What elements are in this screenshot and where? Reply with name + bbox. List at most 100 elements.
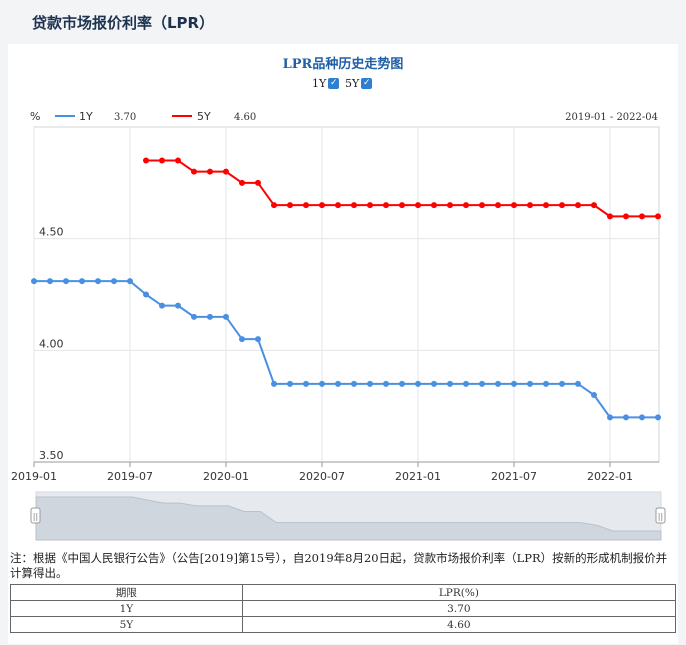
data-point-1y[interactable] xyxy=(223,313,229,320)
series-lines xyxy=(31,157,661,421)
data-point-5y[interactable] xyxy=(223,168,229,175)
data-point-1y[interactable] xyxy=(655,414,661,421)
data-point-1y[interactable] xyxy=(319,380,325,387)
toggle-1y-checkbox[interactable]: ✓ xyxy=(328,78,340,89)
y-tick-label: 4.50 xyxy=(39,226,64,239)
data-point-1y[interactable] xyxy=(543,380,549,387)
series-line-1y xyxy=(34,280,658,419)
data-point-5y[interactable] xyxy=(399,202,405,209)
data-point-5y[interactable] xyxy=(351,202,357,209)
data-point-1y[interactable] xyxy=(191,313,197,320)
data-point-5y[interactable] xyxy=(527,202,533,209)
data-point-1y[interactable] xyxy=(639,414,645,421)
data-point-5y[interactable] xyxy=(415,202,421,209)
data-point-1y[interactable] xyxy=(351,380,357,387)
data-point-1y[interactable] xyxy=(159,302,165,309)
data-point-5y[interactable] xyxy=(447,202,453,209)
data-point-5y[interactable] xyxy=(655,213,661,220)
data-point-1y[interactable] xyxy=(207,313,213,320)
data-point-1y[interactable] xyxy=(255,336,261,343)
lpr-table: 期限 LPR(%) 1Y 3.70 5Y 4.60 xyxy=(10,584,677,633)
data-point-5y[interactable] xyxy=(287,202,293,209)
data-point-1y[interactable] xyxy=(575,380,581,387)
data-point-5y[interactable] xyxy=(543,202,549,209)
table-header-row: 期限 LPR(%) xyxy=(10,584,677,601)
legend-5y[interactable]: 5Y 4.60 xyxy=(172,110,256,123)
legend-1y[interactable]: 1Y 3.70 xyxy=(55,110,136,123)
data-point-5y[interactable] xyxy=(335,202,341,209)
zoom-handle-right-grip-icon: || xyxy=(658,512,663,521)
table-cell-term: 5Y xyxy=(10,616,243,633)
data-point-5y[interactable] xyxy=(639,213,645,220)
toggle-5y[interactable]: 5Y ✓ xyxy=(345,77,373,90)
data-point-1y[interactable] xyxy=(367,380,373,387)
zoom-slider[interactable]: || || xyxy=(30,491,666,541)
data-point-1y[interactable] xyxy=(607,414,613,421)
data-point-1y[interactable] xyxy=(287,380,293,387)
data-point-1y[interactable] xyxy=(463,380,469,387)
data-point-5y[interactable] xyxy=(239,179,245,186)
data-point-1y[interactable] xyxy=(95,278,101,285)
data-point-1y[interactable] xyxy=(431,380,437,387)
data-point-1y[interactable] xyxy=(79,278,85,285)
data-point-5y[interactable] xyxy=(479,202,485,209)
data-point-1y[interactable] xyxy=(239,336,245,343)
data-point-5y[interactable] xyxy=(495,202,501,209)
data-point-1y[interactable] xyxy=(303,380,309,387)
data-point-1y[interactable] xyxy=(31,278,37,285)
data-point-5y[interactable] xyxy=(159,157,165,164)
data-point-1y[interactable] xyxy=(47,278,53,285)
data-point-1y[interactable] xyxy=(623,414,629,421)
data-point-5y[interactable] xyxy=(591,202,597,209)
data-point-5y[interactable] xyxy=(463,202,469,209)
data-point-5y[interactable] xyxy=(319,202,325,209)
data-point-5y[interactable] xyxy=(367,202,373,209)
page-title: 贷款市场报价利率（LPR） xyxy=(32,14,215,32)
data-point-5y[interactable] xyxy=(255,179,261,186)
data-point-5y[interactable] xyxy=(271,202,277,209)
plot-area xyxy=(33,126,660,463)
data-point-1y[interactable] xyxy=(143,291,149,298)
data-point-1y[interactable] xyxy=(335,380,341,387)
data-point-1y[interactable] xyxy=(591,392,597,398)
data-point-1y[interactable] xyxy=(495,380,501,387)
toggle-1y[interactable]: 1Y ✓ xyxy=(312,77,340,90)
legend-1y-label: 1Y xyxy=(79,110,93,123)
table-row: 5Y 4.60 xyxy=(10,616,677,633)
data-point-5y[interactable] xyxy=(575,202,581,209)
data-point-1y[interactable] xyxy=(63,278,69,285)
data-point-5y[interactable] xyxy=(511,202,517,209)
table-header-term: 期限 xyxy=(10,584,243,601)
data-point-5y[interactable] xyxy=(303,202,309,209)
data-point-5y[interactable] xyxy=(607,213,613,220)
chart-panel xyxy=(8,44,678,644)
zoom-handle-right[interactable] xyxy=(655,507,666,524)
data-point-5y[interactable] xyxy=(175,157,181,164)
zoom-handle-left[interactable] xyxy=(30,507,41,524)
table-cell-term: 1Y xyxy=(10,600,243,617)
footnote: 注：根据《中国人民银行公告》（公告[2019]第15号），自2019年8月20日… xyxy=(10,551,668,580)
x-tick-label: 2021-07 xyxy=(491,470,537,483)
data-point-5y[interactable] xyxy=(559,202,565,209)
data-point-5y[interactable] xyxy=(207,168,213,175)
data-point-5y[interactable] xyxy=(143,157,149,164)
data-point-5y[interactable] xyxy=(623,213,629,220)
data-point-5y[interactable] xyxy=(383,202,389,209)
data-point-5y[interactable] xyxy=(191,168,197,175)
data-point-1y[interactable] xyxy=(511,380,517,387)
legend-5y-value: 4.60 xyxy=(234,112,256,123)
x-tick-label: 2021-01 xyxy=(395,470,441,483)
data-point-1y[interactable] xyxy=(559,380,565,387)
data-point-1y[interactable] xyxy=(447,380,453,387)
data-point-1y[interactable] xyxy=(399,380,405,387)
data-point-1y[interactable] xyxy=(175,302,181,309)
toggle-5y-checkbox[interactable]: ✓ xyxy=(361,78,373,89)
data-point-5y[interactable] xyxy=(431,202,437,209)
data-point-1y[interactable] xyxy=(127,278,133,285)
data-point-1y[interactable] xyxy=(111,278,117,285)
data-point-1y[interactable] xyxy=(383,380,389,387)
data-point-1y[interactable] xyxy=(527,380,533,387)
data-point-1y[interactable] xyxy=(271,380,277,387)
data-point-1y[interactable] xyxy=(415,380,421,387)
data-point-1y[interactable] xyxy=(479,380,485,387)
